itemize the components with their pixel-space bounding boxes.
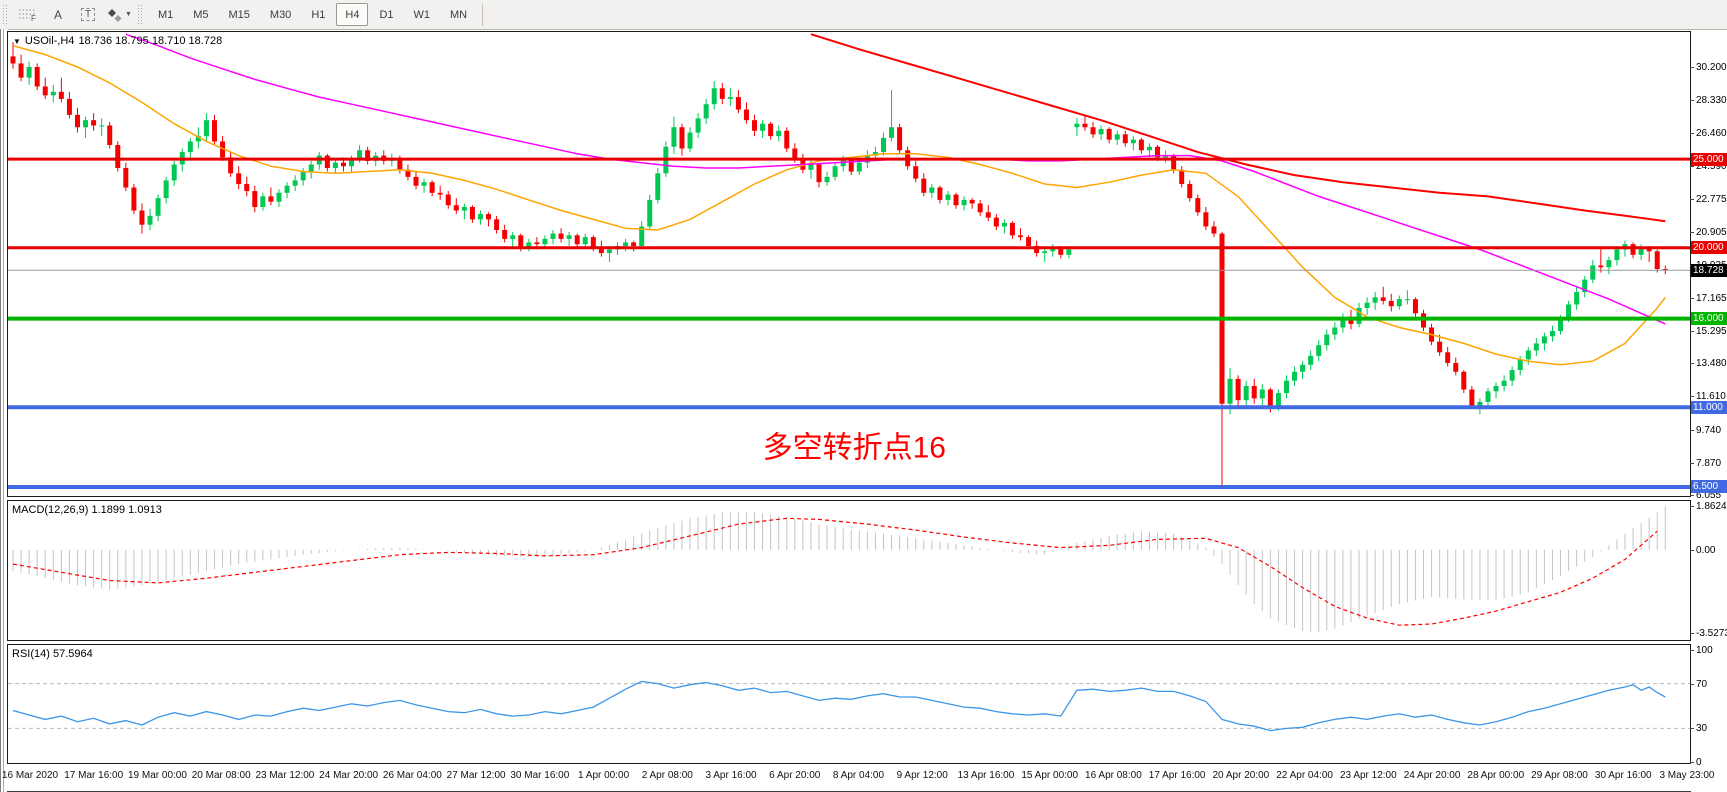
toolbar: F A T ▼ M1 M5 M15 M30 H1 H4 D1 W1 MN (0, 0, 1727, 30)
time-label: 30 Apr 16:00 (1594, 770, 1652, 781)
toolbar-separator (482, 3, 484, 26)
time-label: 23 Apr 12:00 (1339, 770, 1397, 781)
chinese-annotation: 多空转折点16 (763, 432, 946, 465)
rsi-line (12, 680, 1666, 732)
arrows-tool-button[interactable]: ▼ (105, 3, 133, 27)
time-label: 22 Apr 04:00 (1276, 770, 1333, 781)
rsi-label: RSI(14) 57.5964 (12, 648, 93, 660)
time-label: 27 Mar 12:00 (446, 770, 506, 781)
time-label: 6 Apr 20:00 (769, 770, 821, 781)
fibonacci-tool-button[interactable]: F (15, 3, 41, 27)
window-left-edge (0, 29, 8, 792)
text-tool-icon: T (80, 8, 96, 21)
time-label: 20 Apr 20:00 (1212, 770, 1270, 781)
toolbar-grip[interactable] (137, 4, 142, 25)
price-badge-16.000: 16.000 (1691, 312, 1727, 326)
time-scale[interactable]: 16 Mar 2020 17 Mar 16:00 19 Mar 00:00 20 Ma… (2, 765, 1714, 792)
timeframe-button-m5[interactable]: M5 (193, 8, 209, 21)
chevron-down-icon[interactable]: ▼ (125, 11, 132, 18)
time-label: 28 Apr 00:00 (1467, 770, 1525, 781)
price-badge-18.728: 18.728 (1691, 263, 1727, 277)
time-label: 17 Mar 16:00 (64, 770, 124, 781)
arrows-diamonds-icon (108, 8, 122, 22)
time-label: 2 Apr 08:00 (641, 770, 693, 781)
rsi-panel[interactable]: RSI(14) 57.5964 (7, 644, 1691, 764)
timeframe-button-m15[interactable]: M15 (228, 8, 250, 21)
timeframe-button-h1[interactable]: H1 (311, 8, 326, 21)
fibonacci-grid-icon: F (19, 9, 36, 22)
time-label: 24 Apr 20:00 (1403, 770, 1461, 781)
price-scale[interactable]: 30.20028.33026.46024.59022.77520.90519.0… (1690, 31, 1727, 501)
label-tool-icon: A (53, 7, 62, 22)
candlestick-series (10, 42, 1668, 487)
time-label: 20 Mar 08:00 (191, 770, 251, 781)
timeframe-button-m30[interactable]: M30 (269, 8, 292, 21)
rsi-scale[interactable]: 100 70 30 0 (1690, 644, 1727, 768)
time-label: 16 Mar 2020 (1, 770, 59, 781)
time-label: 9 Apr 12:00 (896, 770, 948, 781)
ohlc-readout: 18.736 18.795 18.710 18.728 (78, 35, 223, 47)
timeframe-button-d1[interactable]: D1 (379, 8, 394, 21)
timeframe-toolbar: M1 M5 M15 M30 H1 H4 D1 W1 MN (148, 3, 477, 26)
time-label: 19 Mar 00:00 (127, 770, 187, 781)
macd-signal-line (12, 517, 1658, 626)
price-badge-6.500: 6.500 (1691, 480, 1727, 494)
time-label: 1 Apr 00:00 (577, 770, 630, 781)
macd-chart[interactable] (8, 501, 1690, 640)
timeframe-button-h4[interactable]: H4 (336, 3, 369, 26)
time-label: 8 Apr 04:00 (832, 770, 885, 781)
price-badge-20.000: 20.000 (1691, 241, 1727, 255)
ma-line-orange (12, 44, 1666, 366)
time-label: 23 Mar 12:00 (255, 770, 315, 781)
timeframe-button-w1[interactable]: W1 (413, 8, 431, 21)
macd-panel[interactable]: MACD(12,26,9) 1.1899 1.0913 (7, 500, 1691, 641)
chart-title: ▼ USOil-,H4 18.736 18.795 18.710 18.728 (13, 35, 222, 47)
rsi-chart[interactable] (8, 645, 1690, 763)
macd-histogram (12, 506, 1666, 633)
time-label: 15 Apr 00:00 (1021, 770, 1079, 781)
time-label: 3 May 23:00 (1659, 770, 1715, 781)
chart-menu-icon[interactable]: ▼ (13, 36, 21, 46)
price-badge-11.000: 11.000 (1691, 400, 1727, 414)
label-tool-button[interactable]: A (45, 3, 71, 27)
timeframe-button-m1[interactable]: M1 (157, 8, 174, 21)
price-badge-25.000: 25.000 (1691, 152, 1727, 166)
svg-text:F: F (31, 14, 36, 22)
time-label: 17 Apr 16:00 (1148, 770, 1206, 781)
macd-scale[interactable]: 1.8624 0.00 -3.5273 (1690, 500, 1727, 641)
time-label: 30 Mar 16:00 (510, 770, 570, 781)
main-chart-panel[interactable]: 多空转折点16 ▼ USOil-,H4 18.736 18.795 18.710… (7, 31, 1691, 497)
time-label: 26 Mar 04:00 (382, 770, 442, 781)
time-label: 16 Apr 08:00 (1085, 770, 1142, 781)
symbol-period-label: USOil-,H4 (24, 35, 75, 47)
macd-label: MACD(12,26,9) 1.1899 1.0913 (12, 504, 162, 516)
toolbar-grip[interactable] (3, 4, 7, 25)
text-tool-button[interactable]: T (75, 3, 101, 27)
time-label: 13 Apr 16:00 (957, 770, 1015, 781)
timeframe-button-mn[interactable]: MN (450, 8, 468, 21)
time-label: 29 Apr 08:00 (1531, 770, 1588, 781)
time-label: 24 Mar 20:00 (319, 770, 379, 781)
candlestick-chart[interactable]: 多空转折点16 (8, 32, 1690, 496)
ma-line-magenta (125, 33, 1666, 325)
time-label: 3 Apr 16:00 (705, 770, 757, 781)
ma-line-red (810, 33, 1666, 223)
